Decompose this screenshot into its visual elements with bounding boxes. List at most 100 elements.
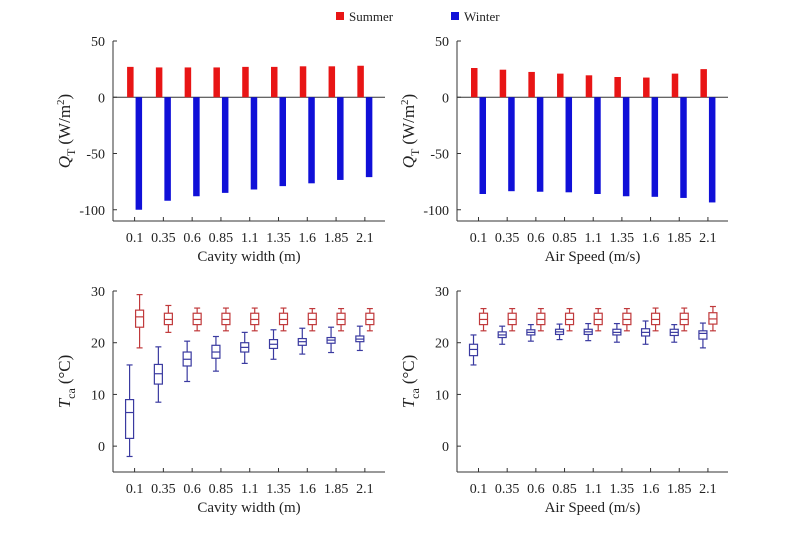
- x-tick-label: 1.6: [299, 482, 317, 497]
- y-label-symbol: Q: [399, 156, 418, 168]
- box-summer: [650, 307, 661, 332]
- y-tick-label: 30: [435, 285, 449, 300]
- bar-summer: [471, 68, 478, 98]
- x-tick-label: 0.6: [183, 231, 201, 246]
- bar-winter: [365, 97, 373, 178]
- bar-summer: [184, 67, 192, 98]
- x-tick-label: 0.35: [495, 482, 520, 497]
- box-summer: [250, 307, 260, 332]
- y-tick-label: -100: [79, 204, 105, 219]
- bar-summer: [671, 73, 679, 98]
- bar-summer: [271, 66, 278, 98]
- box-summer: [336, 307, 346, 332]
- x-tick-label: 1.85: [324, 231, 349, 246]
- box-summer: [622, 307, 632, 332]
- x-tick-label: 0.1: [470, 482, 488, 497]
- x-tick-label: 1.85: [324, 482, 349, 497]
- bar-summer: [585, 75, 593, 98]
- x-tick-label: 1.35: [610, 482, 635, 497]
- panel-3: 30 20 10 0 0.1 0.35 0.6 0.85 1.1 1.35 1.6 1.85 2.1 Ca…: [55, 285, 385, 516]
- box-winter: [268, 329, 279, 360]
- box-winter: [583, 322, 593, 342]
- box-winter: [698, 322, 708, 349]
- box-summer: [134, 294, 145, 349]
- x-tick-label: 0.1: [126, 231, 144, 246]
- y-tick-label: 0: [442, 440, 449, 455]
- bar-summer: [528, 71, 535, 98]
- y-axis-label: Tca (°C): [55, 355, 78, 409]
- bar-winter: [221, 97, 229, 193]
- y-tick-label: -50: [430, 148, 449, 163]
- x-tick-label: 0.85: [552, 482, 577, 497]
- box-winter: [211, 335, 221, 372]
- x-tick-label: 0.35: [151, 482, 176, 497]
- bar-summer: [155, 67, 163, 98]
- box: [134, 309, 145, 328]
- box-summer: [708, 305, 718, 332]
- box-winter: [612, 322, 622, 343]
- legend: Summer Winter: [336, 9, 500, 24]
- box-winter: [182, 340, 192, 383]
- x-tick-label: 1.6: [642, 482, 660, 497]
- bar-summer: [700, 69, 707, 98]
- x-tick-label: 1.1: [241, 231, 259, 246]
- x-tick-label: 1.85: [667, 482, 692, 497]
- y-label-unit: (W/m: [399, 105, 418, 145]
- x-tick-label: 1.1: [584, 231, 602, 246]
- y-tick-label: 20: [91, 337, 105, 352]
- bar-winter: [651, 97, 659, 197]
- x-tick-label: 0.85: [552, 231, 577, 246]
- bar-summer: [557, 73, 564, 98]
- legend-swatch-winter: [451, 12, 459, 20]
- bar-summer: [127, 66, 134, 98]
- y-label-unit: (°C): [55, 355, 74, 384]
- legend-swatch-summer: [336, 12, 344, 20]
- box-winter: [640, 320, 651, 345]
- bar-winter: [565, 97, 573, 193]
- y-label-unit: (°C): [399, 355, 418, 384]
- x-tick-label: 2.1: [356, 231, 374, 246]
- y-tick-label: 10: [435, 388, 449, 403]
- bar-winter: [622, 97, 630, 197]
- y-label-subscript: ca: [64, 388, 78, 399]
- bar-winter: [279, 97, 287, 187]
- box: [698, 330, 708, 340]
- x-tick-label: 1.6: [299, 231, 317, 246]
- y-tick-label: 0: [98, 91, 105, 106]
- bar-winter: [594, 97, 601, 194]
- box-winter: [355, 325, 365, 352]
- box-winter: [497, 325, 507, 345]
- box-winter: [669, 324, 679, 343]
- y-label-close: ): [55, 94, 74, 100]
- bar-summer: [242, 66, 249, 98]
- y-axis-label: QT (W/m2): [399, 94, 422, 168]
- x-tick-label: 2.1: [699, 231, 717, 246]
- box-summer: [593, 307, 603, 332]
- box-winter: [526, 324, 536, 342]
- y-tick-label: 30: [91, 285, 105, 300]
- box: [124, 399, 135, 439]
- bar-winter: [508, 97, 515, 192]
- x-tick-label: 2.1: [699, 482, 717, 497]
- x-tick-label: 0.35: [495, 231, 520, 246]
- box-summer: [192, 307, 202, 332]
- panel-1: 50 0 -50 -100 0.1 0.35 0.6 0.85 1.1 1.35 1.6 1.85 2.…: [55, 35, 385, 265]
- box-summer: [507, 307, 517, 332]
- bar-winter: [164, 97, 171, 201]
- y-label-symbol: T: [55, 397, 74, 408]
- y-label-symbol: T: [399, 397, 418, 408]
- box-winter: [153, 346, 163, 403]
- y-label-unit: (W/m: [55, 105, 74, 145]
- x-tick-label: 0.85: [209, 231, 234, 246]
- bar-winter: [193, 97, 200, 197]
- bar-summer: [299, 66, 307, 98]
- box-winter: [468, 334, 479, 366]
- x-axis-label: Cavity width (m): [197, 249, 300, 265]
- box-summer: [278, 307, 289, 332]
- x-axis-label: Air Speed (m/s): [545, 500, 641, 516]
- y-tick-label: 50: [435, 35, 449, 50]
- box-summer: [163, 304, 173, 333]
- bar-winter: [135, 97, 143, 210]
- y-label-superscript: 2: [399, 99, 411, 105]
